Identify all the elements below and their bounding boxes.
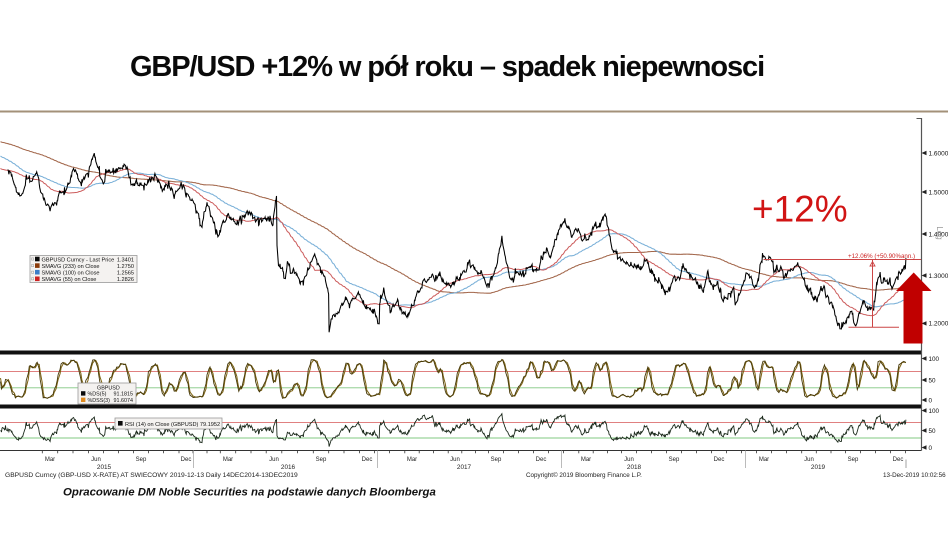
svg-text:91.6074: 91.6074 [114, 398, 134, 404]
svg-text:1.2000: 1.2000 [929, 321, 948, 328]
svg-text:Copyright© 2019 Bloomberg Fina: Copyright© 2019 Bloomberg Finance L.P. [526, 471, 642, 479]
svg-text:Mar: Mar [759, 457, 769, 463]
svg-text:Log: Log [935, 226, 944, 239]
svg-text:1.3000: 1.3000 [929, 273, 948, 280]
svg-text:Mar: Mar [581, 457, 591, 463]
svg-text:GBPUSD Curncy (GBP-USD X-RATE): GBPUSD Curncy (GBP-USD X-RATE) AT SWIECO… [5, 472, 298, 479]
svg-text:GBP/USD +12% w pół roku – spad: GBP/USD +12% w pół roku – spadek niepewn… [130, 51, 764, 83]
svg-text:Dec: Dec [362, 457, 373, 463]
svg-text:0: 0 [929, 397, 933, 404]
svg-text:Sep: Sep [136, 457, 147, 463]
svg-text:1.6000: 1.6000 [929, 150, 948, 157]
svg-text:1.2750: 1.2750 [117, 264, 134, 270]
svg-text:1.4000: 1.4000 [929, 231, 948, 238]
svg-text:Dec: Dec [536, 457, 547, 463]
svg-text:SMAVG (100) on Close: SMAVG (100) on Close [42, 271, 100, 277]
svg-text:0: 0 [929, 445, 933, 452]
svg-text:1.2826: 1.2826 [117, 277, 134, 283]
svg-text:Mar: Mar [407, 457, 417, 463]
svg-text:2016: 2016 [281, 464, 296, 471]
svg-text:13-Dec-2019 10:02:56: 13-Dec-2019 10:02:56 [883, 472, 946, 479]
svg-text:50: 50 [929, 377, 937, 384]
svg-text:Dec: Dec [714, 457, 725, 463]
svg-text:Jun: Jun [804, 457, 814, 463]
svg-text:GBPUSD Curncy - Last Price: GBPUSD Curncy - Last Price [42, 257, 115, 263]
svg-text:2017: 2017 [457, 464, 472, 471]
svg-text:Sep: Sep [316, 457, 327, 463]
svg-text:Sep: Sep [669, 457, 680, 463]
svg-text:Mar: Mar [45, 457, 55, 463]
svg-text:100: 100 [929, 356, 940, 363]
svg-text:2015: 2015 [97, 464, 112, 471]
svg-text:+12%: +12% [752, 189, 848, 230]
svg-text:SMAVG (233) on Close: SMAVG (233) on Close [42, 264, 100, 270]
svg-text:GBPUSD: GBPUSD [97, 386, 120, 392]
svg-text:2018: 2018 [627, 464, 642, 471]
svg-text:Sep: Sep [848, 457, 859, 463]
svg-text:1.2565: 1.2565 [117, 271, 134, 277]
svg-text:100: 100 [929, 408, 940, 415]
svg-text:+12.06% (+50.90%ann.): +12.06% (+50.90%ann.) [848, 253, 915, 260]
svg-text:Dec: Dec [893, 457, 904, 463]
svg-text:RSI (14) on Close (GBPUSD) 7: RSI (14) on Close (GBPUSD) 79.1952 [125, 422, 220, 428]
svg-text:SMAVG (55) on Close: SMAVG (55) on Close [42, 277, 97, 283]
svg-text:Jun: Jun [450, 457, 460, 463]
svg-text:2019: 2019 [811, 464, 826, 471]
svg-text:%DSS(3): %DSS(3) [88, 398, 111, 404]
svg-text:Opracowanie DM Noble Securitie: Opracowanie DM Noble Securities na podst… [63, 487, 436, 499]
svg-text:Jun: Jun [91, 457, 101, 463]
svg-text:Dec: Dec [181, 457, 192, 463]
svg-text:Jun: Jun [624, 457, 634, 463]
svg-text:50: 50 [929, 428, 937, 435]
svg-text:1.3401: 1.3401 [117, 257, 134, 263]
svg-text:91.1815: 91.1815 [114, 392, 134, 398]
svg-text:%DS(5): %DS(5) [88, 392, 107, 398]
svg-text:Sep: Sep [491, 457, 502, 463]
svg-text:Mar: Mar [223, 457, 233, 463]
svg-text:1.5000: 1.5000 [929, 189, 948, 196]
svg-text:Jun: Jun [269, 457, 279, 463]
